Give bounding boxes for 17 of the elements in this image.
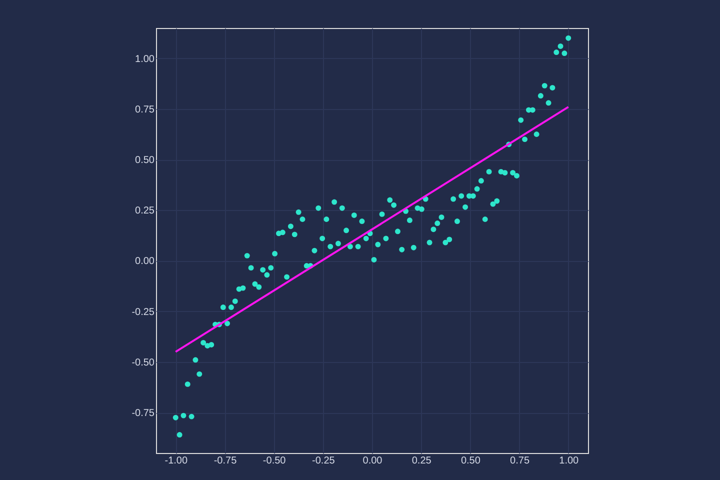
x-tick-label: -1.00 [164,456,188,466]
y-tick-label: 0.75 [135,104,155,116]
y-tick-label: 0.25 [135,206,155,217]
y-tick-label: -0.75 [132,408,155,420]
x-tick-label: 0.75 [510,456,530,466]
x-tick-label: 0.25 [412,456,432,466]
y-tick-label: 0.00 [135,256,155,268]
y-tick-label: 0.50 [135,155,155,166]
x-tick-label: 1.00 [559,456,580,466]
y-tick-label: 1.00 [135,54,155,65]
x-tick-label: -0.75 [214,456,238,466]
y-tick-label: -0.25 [132,306,155,318]
x-tick-label: -0.50 [262,456,286,466]
x-tick-label: 0.00 [362,456,383,466]
y-tick-label: -0.50 [132,357,155,368]
x-tick-label: -0.25 [312,456,336,466]
x-tick-label: 0.50 [460,456,481,466]
